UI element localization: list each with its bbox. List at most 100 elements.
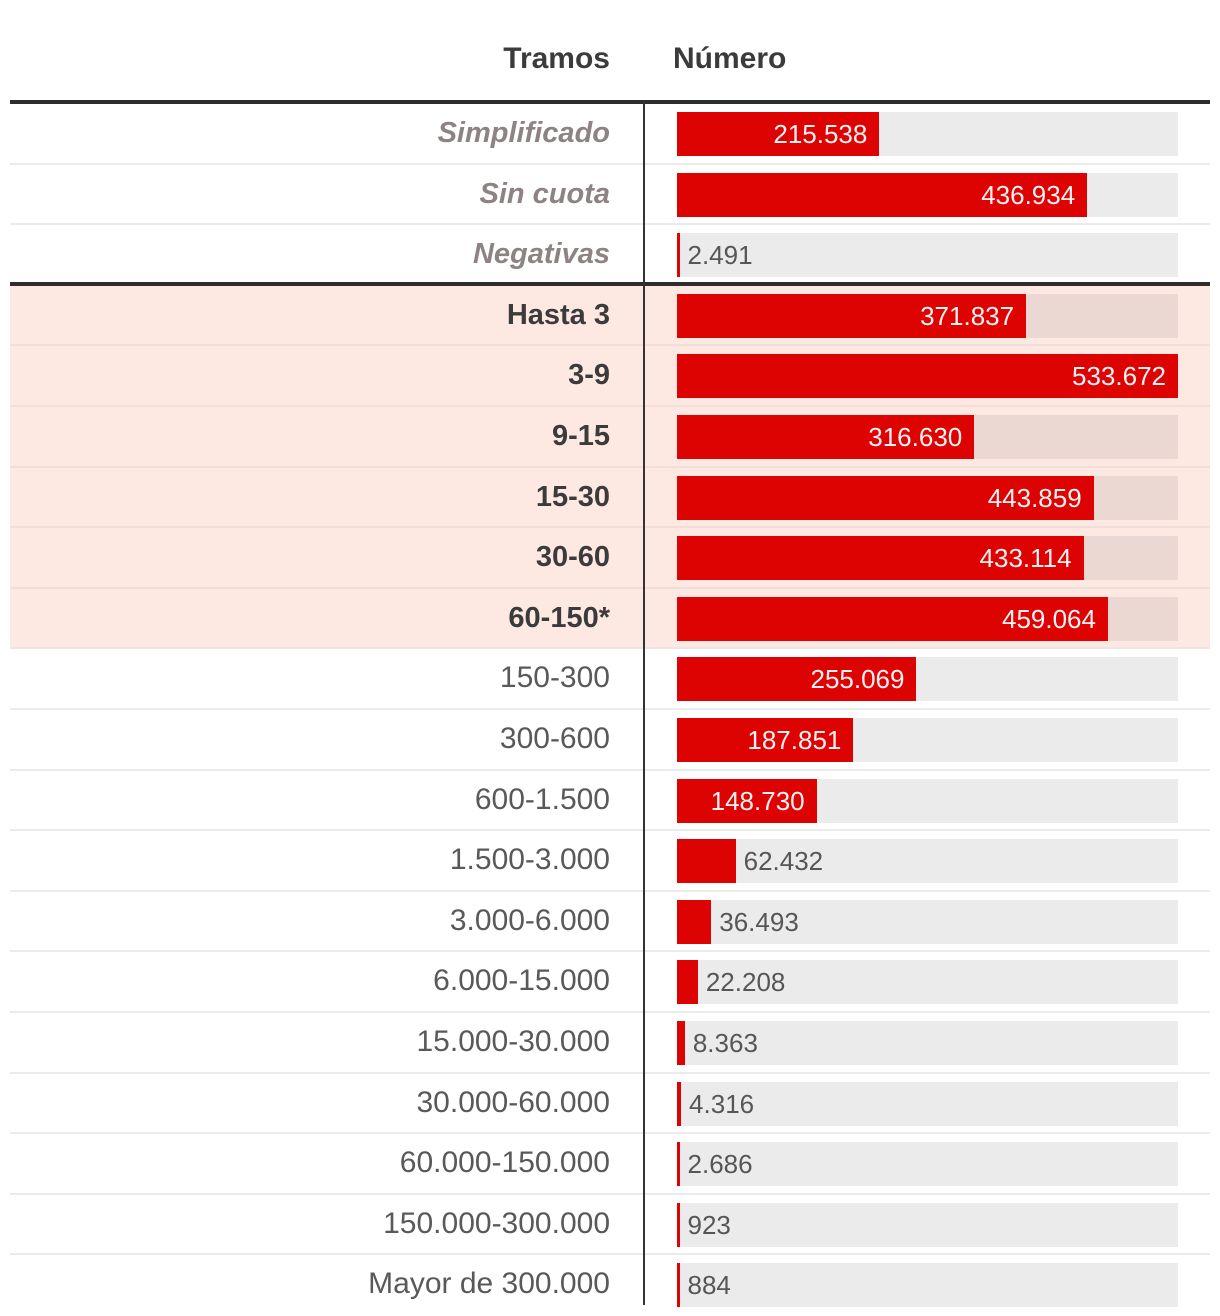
column-header-tramos: Tramos xyxy=(503,42,610,75)
bar-track: 533.672 xyxy=(677,354,1178,399)
row-label: 6.000-15.000 xyxy=(433,964,610,998)
bar-value: 2.686 xyxy=(687,1149,753,1180)
bar-fill xyxy=(677,657,917,702)
table-row: Mayor de 300.000 884 xyxy=(10,1255,1210,1316)
bar-value: 36.493 xyxy=(719,906,799,937)
bar-value: 459.064 xyxy=(1001,603,1096,634)
bar-track: 371.837 xyxy=(677,293,1178,338)
bar-value: 884 xyxy=(687,1270,731,1301)
bar-value: 62.432 xyxy=(743,846,824,877)
table-row: 6.000-15.000 22.208 xyxy=(10,952,1210,1013)
table-row: 15-30 443.859 xyxy=(10,467,1210,529)
table-row: 60-150* 459.064 xyxy=(10,588,1210,650)
bar-fill xyxy=(677,839,736,884)
table-row: Negativas 2.491 xyxy=(10,225,1210,286)
bar-value: 8.363 xyxy=(692,1027,758,1058)
bar-track: 187.851 xyxy=(677,717,1178,762)
row-label: 150-300 xyxy=(499,661,610,695)
axis-line xyxy=(643,100,645,1305)
row-label: 1.500-3.000 xyxy=(449,843,610,877)
bar-value: 148.730 xyxy=(710,785,805,816)
bar-value: 2.491 xyxy=(687,240,753,271)
bar-track: 316.630 xyxy=(677,414,1178,459)
bar-track: 884 xyxy=(677,1263,1178,1308)
bar-fill xyxy=(677,717,854,762)
table-row: 1.500-3.000 62.432 xyxy=(10,831,1210,892)
table-header: Tramos Número xyxy=(10,0,1210,104)
bar-track: 443.859 xyxy=(677,475,1178,520)
row-label: 30.000-60.000 xyxy=(416,1085,610,1119)
bar-track: 2.686 xyxy=(677,1142,1178,1187)
bar-track: 436.934 xyxy=(677,172,1178,217)
row-label: 30-60 xyxy=(535,541,610,574)
row-label: 15.000-30.000 xyxy=(416,1024,610,1058)
bar-track: 62.432 xyxy=(677,839,1178,884)
bar-value: 4.316 xyxy=(689,1088,755,1119)
bar-track: 36.493 xyxy=(677,899,1178,944)
table-row: 15.000-30.000 8.363 xyxy=(10,1013,1210,1074)
row-label: 600-1.500 xyxy=(474,782,610,816)
bar-fill xyxy=(677,1081,682,1126)
table-body: Simplificado 215.538 Sin cuota 436.934 N… xyxy=(10,104,1210,1316)
bar-fill xyxy=(677,1202,680,1247)
bar-value: 22.208 xyxy=(705,967,786,998)
row-label: 15-30 xyxy=(535,480,610,513)
table-row: 300-600 187.851 xyxy=(10,710,1210,771)
table-row: 60.000-150.000 2.686 xyxy=(10,1134,1210,1195)
bar-track: 8.363 xyxy=(677,1020,1178,1065)
row-label: 3.000-6.000 xyxy=(449,903,610,937)
bar-value: 443.859 xyxy=(987,482,1082,513)
bar-track: 459.064 xyxy=(677,596,1178,641)
row-label: 300-600 xyxy=(499,721,610,755)
row-label: Sin cuota xyxy=(479,177,610,210)
column-header-numero: Número xyxy=(673,42,787,75)
bar-value: 433.114 xyxy=(979,543,1072,574)
bar-value: 316.630 xyxy=(868,421,963,452)
bar-fill xyxy=(677,536,1084,581)
bar-fill xyxy=(677,233,680,278)
row-label: 60.000-150.000 xyxy=(399,1146,610,1180)
bar-fill xyxy=(677,354,1178,399)
table-row: 150.000-300.000 923 xyxy=(10,1195,1210,1256)
bar-fill xyxy=(677,293,1027,338)
table-row: Hasta 3 371.837 xyxy=(10,285,1210,347)
row-label: 3-9 xyxy=(568,359,610,392)
bar-fill xyxy=(677,1263,680,1308)
row-label: Negativas xyxy=(472,238,610,271)
row-label: 9-15 xyxy=(551,419,610,452)
bar-track: 2.491 xyxy=(677,233,1178,278)
bar-fill xyxy=(677,899,712,944)
bar-fill xyxy=(677,172,1088,217)
bar-track: 22.208 xyxy=(677,960,1178,1005)
bar-fill xyxy=(677,1142,680,1187)
bar-fill xyxy=(677,112,880,156)
bar-fill xyxy=(677,1020,685,1065)
bar-track: 215.538 xyxy=(677,112,1178,156)
table-row: Sin cuota 436.934 xyxy=(10,165,1210,226)
table-row: 150-300 255.069 xyxy=(10,649,1210,710)
bar-value: 187.851 xyxy=(747,724,842,755)
bar-value: 923 xyxy=(687,1209,731,1240)
bar-fill xyxy=(677,778,817,823)
table-row: 9-15 316.630 xyxy=(10,406,1210,468)
row-label: 150.000-300.000 xyxy=(383,1206,610,1240)
bar-fill xyxy=(677,596,1108,641)
bar-track: 923 xyxy=(677,1202,1178,1247)
row-label: Simplificado xyxy=(437,117,610,149)
bar-track: 255.069 xyxy=(677,657,1178,702)
bar-value: 215.538 xyxy=(773,119,868,149)
bar-value: 533.672 xyxy=(1072,361,1166,392)
bar-track: 4.316 xyxy=(677,1081,1178,1126)
row-label: Mayor de 300.000 xyxy=(368,1267,610,1301)
table-row: 3-9 533.672 xyxy=(10,346,1210,407)
table-row: 3.000-6.000 36.493 xyxy=(10,892,1210,953)
bar-fill xyxy=(677,960,698,1005)
bar-value: 436.934 xyxy=(981,179,1076,210)
bar-track: 433.114 xyxy=(677,536,1178,581)
bar-fill xyxy=(677,475,1094,520)
bar-track: 148.730 xyxy=(677,778,1178,823)
row-label: Hasta 3 xyxy=(506,298,610,331)
table-row: 30.000-60.000 4.316 xyxy=(10,1074,1210,1135)
bar-table: Tramos Número Simplificado 215.538 Sin c… xyxy=(10,0,1210,1316)
bar-value: 255.069 xyxy=(810,664,905,695)
